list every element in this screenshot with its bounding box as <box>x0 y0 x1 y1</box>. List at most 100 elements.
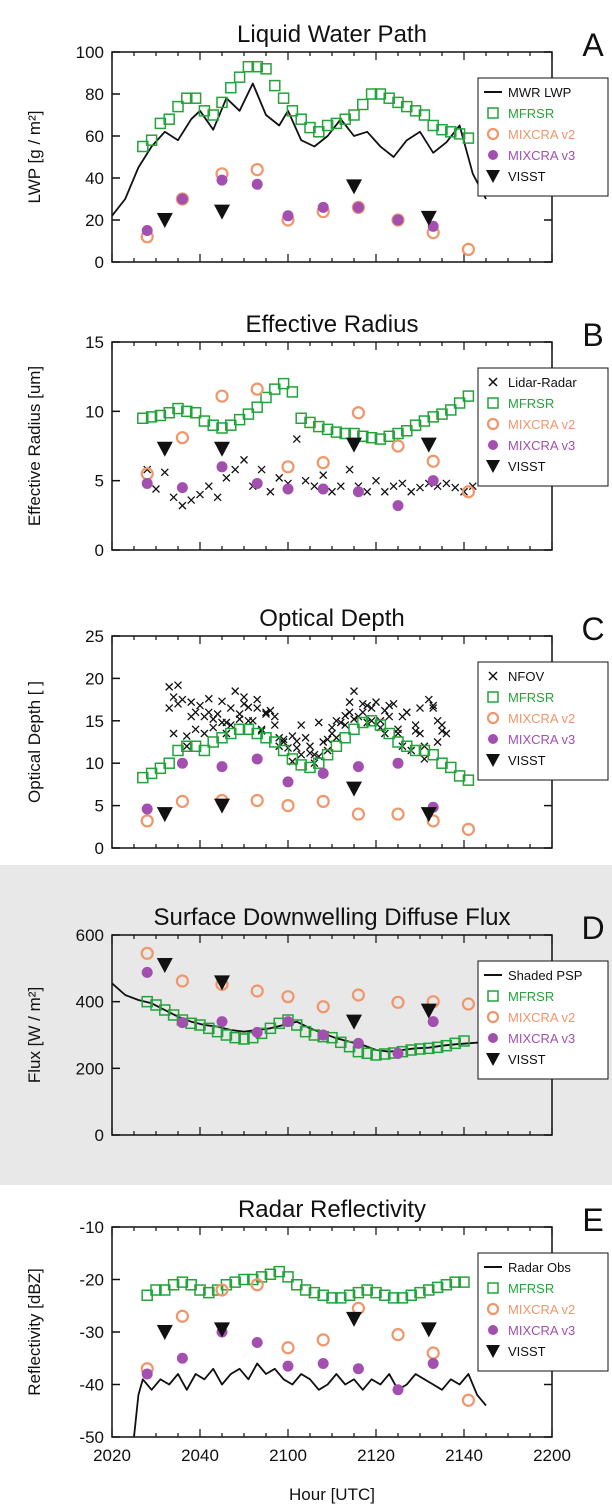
data-point <box>363 701 372 710</box>
data-point <box>352 761 364 773</box>
data-point <box>345 465 354 474</box>
data-point <box>357 98 369 111</box>
data-point <box>411 721 420 729</box>
data-point <box>458 1035 470 1047</box>
legend-swatch <box>486 711 500 725</box>
data-point <box>207 109 219 121</box>
data-point <box>361 1047 373 1060</box>
data-point <box>253 695 262 704</box>
y-tick-label: 0 <box>95 541 104 560</box>
data-point <box>357 716 369 729</box>
y-axis-label: LWP [g / m²] <box>25 111 44 204</box>
data-point <box>346 1311 362 1327</box>
data-point <box>215 1283 229 1297</box>
panel-letter: D <box>581 910 604 946</box>
panel-letter: E <box>582 1202 603 1238</box>
data-point <box>250 984 264 998</box>
legend-swatch <box>486 170 500 183</box>
data-point <box>405 1044 417 1056</box>
data-point <box>198 744 211 757</box>
series-mfrsr <box>137 377 475 445</box>
legend-label: MIXCRA v3 <box>508 1323 575 1338</box>
data-point <box>339 113 351 125</box>
data-point <box>445 404 457 416</box>
data-point <box>453 397 466 409</box>
legend-swatch <box>488 377 498 387</box>
data-point <box>427 119 439 132</box>
data-point <box>215 389 229 403</box>
data-point <box>391 439 405 453</box>
data-point <box>391 807 405 821</box>
data-point <box>336 718 345 727</box>
data-point <box>350 715 358 724</box>
data-point <box>453 128 466 140</box>
data-point <box>181 92 193 104</box>
y-tick-label: 5 <box>95 472 104 491</box>
data-point <box>462 132 475 144</box>
y-tick-label: 0 <box>95 253 104 272</box>
data-point <box>175 974 189 988</box>
data-point <box>225 81 237 94</box>
x-tick-label: 2040 <box>181 1446 219 1465</box>
series-mixcra-v3 <box>141 753 439 815</box>
data-point <box>169 693 178 702</box>
plot-area <box>133 1265 487 1437</box>
data-point <box>358 699 367 708</box>
legend-label: MIXCRA v2 <box>508 127 575 142</box>
data-point <box>200 729 209 738</box>
data-point <box>175 794 189 808</box>
data-point <box>398 479 407 488</box>
data-point <box>433 738 442 746</box>
data-point <box>240 693 248 702</box>
data-point <box>372 476 380 485</box>
data-point <box>292 435 301 444</box>
data-point <box>286 753 299 765</box>
y-tick-label: 0 <box>95 1126 104 1145</box>
data-point <box>427 1016 439 1028</box>
data-point <box>244 716 253 725</box>
data-point <box>374 719 387 731</box>
data-point <box>392 500 404 512</box>
data-point <box>301 733 310 742</box>
data-point <box>207 419 219 431</box>
data-point <box>361 1284 373 1296</box>
legend-swatch <box>486 1010 500 1024</box>
data-point <box>379 1289 391 1301</box>
y-tick-label: 0 <box>95 839 104 858</box>
data-point <box>251 1026 263 1038</box>
data-point <box>204 482 213 491</box>
data-point <box>426 454 440 468</box>
y-tick-label: 400 <box>76 993 104 1012</box>
series-line <box>133 1362 487 1437</box>
data-point <box>461 822 475 836</box>
data-point <box>418 744 431 757</box>
data-point <box>156 958 173 973</box>
data-point <box>281 798 295 813</box>
data-point <box>140 814 154 828</box>
panel-title: Optical Depth <box>259 605 404 632</box>
y-tick-label: 25 <box>85 627 104 646</box>
data-point <box>365 88 378 100</box>
legend-label: MFRSR <box>508 1281 554 1296</box>
series-visst <box>156 1311 437 1340</box>
data-point <box>145 134 158 146</box>
data-point <box>282 210 294 222</box>
legend-label: MIXCRA v3 <box>508 438 575 453</box>
legend-swatch <box>486 1302 500 1316</box>
data-point <box>163 757 175 769</box>
data-point <box>207 736 219 748</box>
legend-box <box>477 1252 609 1372</box>
data-point <box>137 140 149 153</box>
data-point <box>176 1352 188 1364</box>
legend-label: VISST <box>508 1344 546 1359</box>
data-point <box>286 105 299 117</box>
data-point <box>229 1031 241 1044</box>
data-point <box>292 743 301 752</box>
panel-e: Radar Reflectivity E Reflectivity [dBZ] -50… <box>25 1196 609 1504</box>
data-point <box>363 487 372 496</box>
data-point <box>167 1279 180 1291</box>
data-point <box>231 687 240 696</box>
data-point <box>238 1273 250 1286</box>
data-point <box>420 1322 437 1338</box>
data-point <box>392 757 404 769</box>
